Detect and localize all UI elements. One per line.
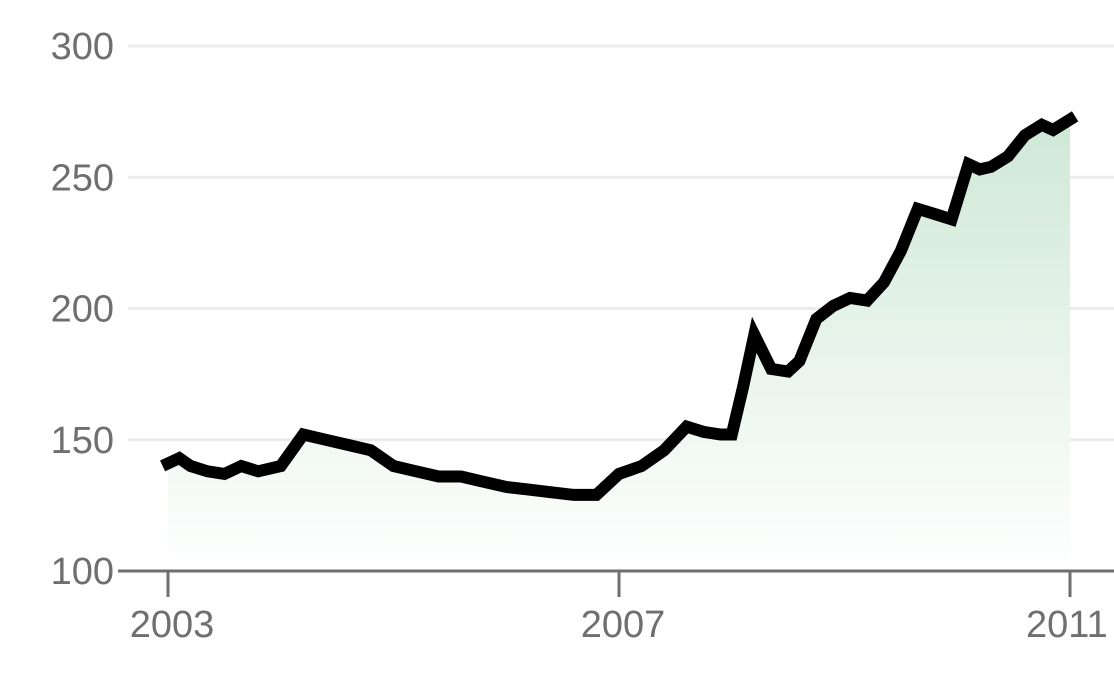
y-tick-label-100: 100 xyxy=(51,551,114,593)
series-line-path xyxy=(160,111,1079,501)
area-fill-path xyxy=(168,119,1070,571)
y-tick-label-300: 300 xyxy=(51,26,114,68)
y-axis-tick-labels: 100 150 200 250 300 xyxy=(51,26,114,593)
series-line xyxy=(160,111,1079,501)
area-fill xyxy=(168,119,1070,571)
x-axis-tick-labels: 2003 2007 2011 xyxy=(130,604,1108,646)
y-tick-label-150: 150 xyxy=(51,420,114,462)
y-tick-label-250: 250 xyxy=(51,157,114,199)
x-axis xyxy=(118,569,1114,597)
y-tick-label-200: 200 xyxy=(51,289,114,331)
x-tick-label-2003: 2003 xyxy=(130,604,215,646)
x-tick-label-2007: 2007 xyxy=(581,604,666,646)
x-tick-label-2011: 2011 xyxy=(1026,604,1108,646)
